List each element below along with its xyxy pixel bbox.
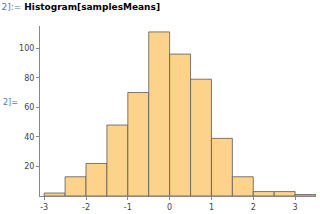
svg-text:80: 80 (24, 74, 34, 83)
svg-text:3: 3 (293, 203, 298, 212)
svg-text:2: 2 (251, 203, 256, 212)
svg-text:2]=: 2]= (3, 98, 18, 107)
svg-text:-2: -2 (82, 203, 90, 212)
svg-text:-1: -1 (124, 203, 132, 212)
svg-text:0: 0 (167, 203, 172, 212)
svg-text:100: 100 (19, 44, 34, 53)
svg-text:2]:= Histogram[samplesMeans]: 2]:= Histogram[samplesMeans] (2, 2, 160, 12)
svg-text:20: 20 (24, 162, 34, 171)
svg-text:60: 60 (24, 103, 34, 112)
svg-text:-3: -3 (40, 203, 48, 212)
svg-text:1: 1 (209, 203, 214, 212)
svg-text:40: 40 (24, 133, 34, 142)
